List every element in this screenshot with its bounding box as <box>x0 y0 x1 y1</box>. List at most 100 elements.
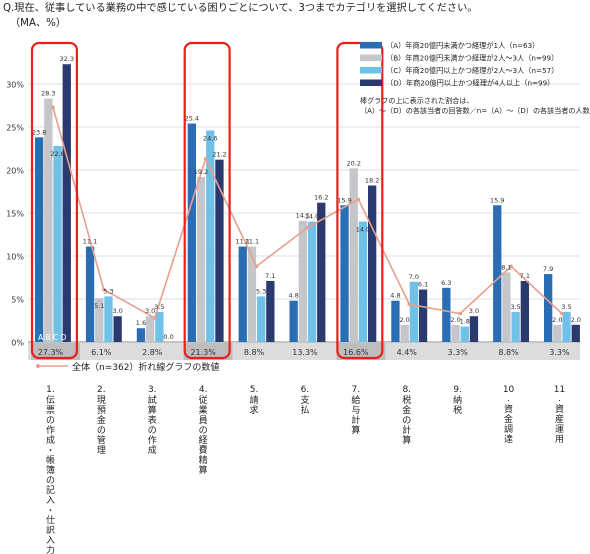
bar-value-label: 1.8 <box>460 318 470 326</box>
y-tick-label: 10% <box>6 253 24 262</box>
bar-c <box>104 296 113 342</box>
total-line-point <box>407 302 412 306</box>
category-number: 4. <box>199 385 208 395</box>
category-char: 金 <box>504 413 513 425</box>
category-char: 産 <box>555 413 564 425</box>
category-char: 算 <box>199 464 208 476</box>
total-value-label: 21.3% <box>190 348 216 357</box>
legend-note: （A）～（D）の各該当者の回答数／n=（A）～（D）の各該当者の人数 <box>360 106 590 115</box>
highlight-layer <box>30 41 384 360</box>
unit-note: （MA、%） <box>10 17 66 29</box>
bar-value-label: 11.1 <box>236 238 250 246</box>
bar-value-label: 7.9 <box>543 265 553 273</box>
bar-b <box>349 168 358 342</box>
category-char: 支 <box>300 394 309 406</box>
abcd-series-key: A B C D <box>38 333 67 342</box>
category-char: 理 <box>97 445 106 456</box>
bar-value-label: 7.1 <box>520 272 530 280</box>
bar-d <box>62 64 71 342</box>
category-char: 達 <box>504 433 513 445</box>
bar-value-label: 19.2 <box>194 168 208 176</box>
bar-d <box>317 202 326 342</box>
question-title: Q.現在、従事している業務の中で感じている困りごとについて、3つまでカテゴリを選… <box>3 1 477 14</box>
legend-label: （C）年商20億円以上かつ経理が2人～3人（n=57） <box>386 66 558 75</box>
bar-a <box>35 137 44 342</box>
bar-b <box>95 298 104 342</box>
bar-value-label: 1.6 <box>136 319 146 327</box>
bar-value-label: 24.6 <box>203 134 217 142</box>
category-char: ・ <box>46 446 54 455</box>
category-char: 作 <box>148 434 157 446</box>
total-value-label: 13.3% <box>292 348 318 357</box>
total-line-layer <box>51 105 564 320</box>
category-char: 給 <box>351 394 360 406</box>
bar-b <box>298 220 307 342</box>
bar-value-label: 5.3 <box>256 287 266 295</box>
category-number: 8. <box>402 385 411 395</box>
bar-value-label: 15.9 <box>490 196 504 204</box>
category-char: 帳 <box>46 454 55 466</box>
legend: （A）年商20億円未満かつ経理が1人（n=63） （B）年商20億円未満かつ経理が… <box>36 41 590 373</box>
bar-value-label: 14.0 <box>356 226 370 234</box>
category-char: 金 <box>402 404 411 416</box>
total-line-point <box>458 311 462 316</box>
total-value-label: 27.3% <box>38 348 64 357</box>
category-char: 税 <box>402 394 411 406</box>
total-band-highlight <box>31 343 80 360</box>
total-band-highlight <box>336 343 386 360</box>
y-tick-label: 5% <box>11 296 24 305</box>
legend-label: （B）年商20億円未満かつ経理が2人～3人（n=99） <box>386 54 558 63</box>
category-char: 金 <box>97 414 106 426</box>
total-band <box>28 343 580 360</box>
category-char: 従 <box>199 394 208 406</box>
category-char: ・ <box>46 506 54 515</box>
y-tick-label: 20% <box>6 167 24 176</box>
highlight-box <box>183 41 231 360</box>
bar-value-label: 6.3 <box>441 279 451 287</box>
bar-c <box>358 221 368 342</box>
legend-swatch-a <box>360 42 382 49</box>
category-char: 成 <box>148 444 157 456</box>
category-char: 入 <box>46 535 55 546</box>
category-char: 求 <box>250 404 259 416</box>
bar-b <box>451 324 460 342</box>
legend-label: （D）年商20億円以上かつ経理が4人以上（n=99） <box>386 79 554 88</box>
bar-value-label: 28.3 <box>41 90 55 98</box>
category-char: 調 <box>504 423 513 435</box>
total-legend-label: 全体（n=362）折れ線グラフの数値 <box>72 361 219 373</box>
highlight-box <box>30 41 79 360</box>
category-char: 用 <box>555 434 564 445</box>
bar-c <box>155 311 164 342</box>
bar-c <box>562 311 571 342</box>
category-char: 税 <box>453 404 462 416</box>
bar-a <box>442 287 451 342</box>
bar-b <box>553 324 562 342</box>
bar-c <box>307 221 317 342</box>
bar-c <box>409 281 418 342</box>
bar-d <box>113 316 122 342</box>
bar-d <box>571 324 580 342</box>
category-char: の <box>46 416 55 426</box>
category-char: 票 <box>46 405 55 416</box>
bar-value-label: 15.9 <box>337 196 351 204</box>
total-value-label: 8.8% <box>244 348 265 357</box>
category-number: 5. <box>250 385 259 395</box>
total-line-point <box>152 316 157 320</box>
bar-a <box>340 205 349 342</box>
total-line-point <box>254 264 259 269</box>
bar-c <box>460 326 469 342</box>
legend-swatch-d <box>360 79 382 86</box>
category-char: 算 <box>402 434 411 446</box>
legend-swatch-b <box>360 54 382 61</box>
bar-value-label: 2.0 <box>552 316 562 324</box>
category-char: 業 <box>199 404 208 416</box>
bar-a <box>544 274 553 342</box>
y-tick-label: 0% <box>11 339 24 348</box>
bar-value-label: 6.1 <box>418 281 428 289</box>
total-band-highlight <box>183 343 233 360</box>
category-char: 表 <box>148 414 157 426</box>
bar-b <box>247 246 257 342</box>
bar-value-label: 20.2 <box>347 159 361 167</box>
category-char: 現 <box>97 395 106 406</box>
total-line-point <box>509 264 513 269</box>
